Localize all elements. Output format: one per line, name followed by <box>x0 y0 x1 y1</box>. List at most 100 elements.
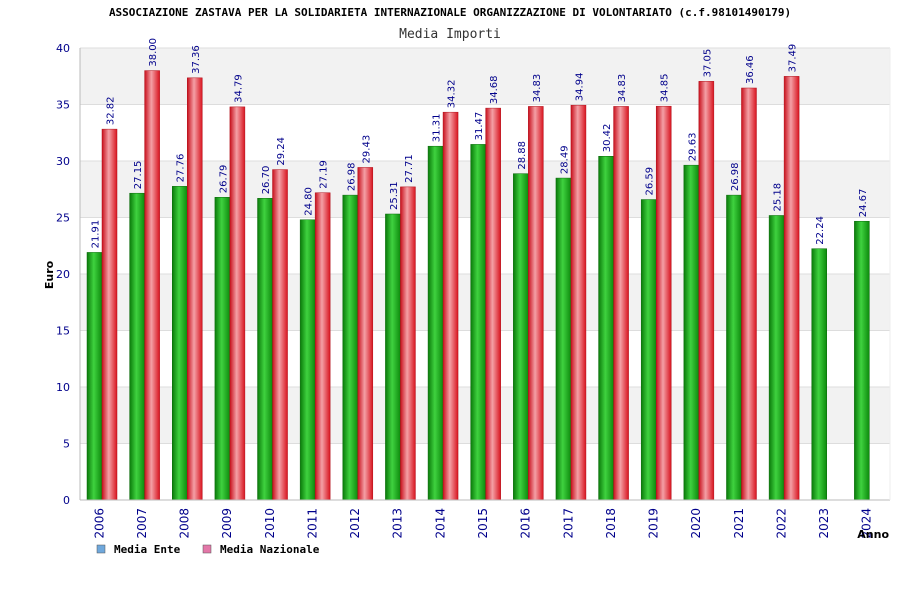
bar-media-nazionale <box>357 167 374 501</box>
bar-media-ente <box>726 194 742 501</box>
value-label-media-ente: 24.67 <box>858 189 869 218</box>
value-label-media-ente: 26.98 <box>730 162 741 191</box>
bar-media-ente <box>214 197 231 501</box>
bar-media-nazionale <box>741 87 757 501</box>
value-label-media-ente: 21.91 <box>91 220 102 249</box>
bar-media-ente <box>86 252 103 501</box>
bar-media-ente <box>854 220 870 501</box>
bar-media-nazionale <box>613 106 629 501</box>
value-label-media-ente: 25.31 <box>389 181 400 210</box>
bar-media-ente <box>683 164 700 501</box>
bar-media-ente <box>342 194 359 501</box>
value-label-media-nazionale: 37.49 <box>788 44 799 73</box>
x-tick-label: 2018 <box>604 508 618 539</box>
value-label-media-nazionale: 38.00 <box>148 38 159 67</box>
y-tick-label: 0 <box>63 494 70 507</box>
value-label-media-ente: 27.76 <box>176 154 187 183</box>
value-label-media-ente: 26.98 <box>346 162 357 191</box>
bar-media-nazionale <box>442 111 459 501</box>
value-label-media-nazionale: 34.79 <box>233 74 244 103</box>
value-label-media-nazionale: 29.24 <box>276 137 287 166</box>
value-label-media-nazionale: 34.83 <box>532 74 543 103</box>
bar-media-nazionale <box>229 106 246 501</box>
value-label-media-nazionale: 34.94 <box>574 73 585 102</box>
bar-media-nazionale <box>570 104 587 501</box>
x-tick-label: 2011 <box>305 508 319 539</box>
x-tick-label: 2020 <box>689 508 703 539</box>
y-tick-label: 35 <box>56 99 70 112</box>
value-label-media-ente: 22.24 <box>815 216 826 245</box>
bar-media-ente <box>257 198 273 501</box>
bar-media-ente <box>811 248 827 501</box>
bar-media-nazionale <box>144 70 160 501</box>
bar-media-ente <box>129 192 145 501</box>
bar-media-nazionale <box>314 192 331 501</box>
chart-subtitle: Media Importi <box>399 27 501 42</box>
bar-media-nazionale <box>485 107 501 501</box>
bar-media-ente <box>172 186 188 501</box>
bar-media-ente <box>299 219 316 501</box>
value-label-media-ente: 28.88 <box>517 141 528 170</box>
value-label-media-nazionale: 34.85 <box>660 74 671 103</box>
value-label-media-ente: 27.15 <box>133 161 144 190</box>
bar-media-ente <box>427 145 444 501</box>
x-tick-label: 2008 <box>178 508 192 539</box>
value-label-media-ente: 31.47 <box>474 112 485 141</box>
value-label-media-nazionale: 27.71 <box>404 154 415 183</box>
y-tick-label: 10 <box>56 381 70 394</box>
value-label-media-ente: 25.18 <box>773 183 784 212</box>
value-label-media-nazionale: 37.36 <box>191 45 202 74</box>
bar-media-ente <box>385 213 401 501</box>
x-tick-label: 2009 <box>220 508 234 539</box>
bar-media-nazionale <box>400 186 416 501</box>
legend-swatch-media-ente <box>96 544 106 554</box>
x-tick-label: 2023 <box>817 508 831 539</box>
x-tick-label: 2017 <box>561 508 575 539</box>
value-label-media-nazionale: 34.83 <box>617 74 628 103</box>
x-tick-label: 2006 <box>92 508 106 539</box>
bar-media-ente <box>470 144 486 501</box>
x-tick-label: 2013 <box>391 508 405 539</box>
value-label-media-nazionale: 34.68 <box>489 75 500 104</box>
axes <box>79 48 891 501</box>
value-label-media-nazionale: 29.43 <box>361 135 372 164</box>
bar-media-nazionale <box>101 128 118 501</box>
legend-swatch-media-nazionale <box>202 544 212 554</box>
value-label-media-nazionale: 37.05 <box>702 49 713 78</box>
x-tick-label: 2024 <box>860 508 874 539</box>
legend-label-media-nazionale: Media Nazionale <box>220 543 320 556</box>
value-label-media-ente: 30.42 <box>602 124 613 153</box>
x-tick-label: 2010 <box>263 508 277 539</box>
value-label-media-ente: 26.59 <box>645 167 656 196</box>
value-label-media-nazionale: 36.46 <box>745 55 756 84</box>
y-tick-label: 30 <box>56 155 70 168</box>
y-tick-label: 20 <box>56 268 70 281</box>
bar-media-nazionale <box>783 76 800 501</box>
value-label-media-ente: 31.31 <box>432 114 443 143</box>
value-label-media-ente: 26.70 <box>261 166 272 195</box>
bar-media-nazionale <box>187 77 203 501</box>
x-tick-label: 2021 <box>732 508 746 539</box>
x-axis-label: Anno <box>857 528 889 541</box>
bar-media-nazionale <box>272 169 288 501</box>
x-tick-label: 2022 <box>774 508 788 539</box>
x-tick-label: 2012 <box>348 508 362 539</box>
x-tick-labels: 2006 2007 2008 2009 2010 2011 2012 2013 2014 2015… <box>92 508 873 539</box>
x-tick-label: 2007 <box>135 508 149 539</box>
value-label-media-ente: 29.63 <box>687 133 698 162</box>
x-tick-label: 2016 <box>519 508 533 539</box>
value-label-media-nazionale: 27.19 <box>319 160 330 189</box>
y-tick-label: 5 <box>63 438 70 451</box>
value-label-media-nazionale: 32.82 <box>106 96 117 125</box>
chart-title: ASSOCIAZIONE ZASTAVA PER LA SOLIDARIETA … <box>109 6 791 19</box>
bar-media-ente <box>598 156 614 501</box>
y-tick-label: 40 <box>56 42 70 55</box>
bar-media-nazionale <box>655 105 672 501</box>
value-label-media-ente: 26.79 <box>218 165 229 194</box>
x-tick-label: 2015 <box>476 508 490 539</box>
bar-media-ente <box>768 215 785 501</box>
bar-media-nazionale <box>528 106 544 501</box>
y-tick-label: 15 <box>56 325 70 338</box>
x-tick-label: 2014 <box>433 508 447 539</box>
